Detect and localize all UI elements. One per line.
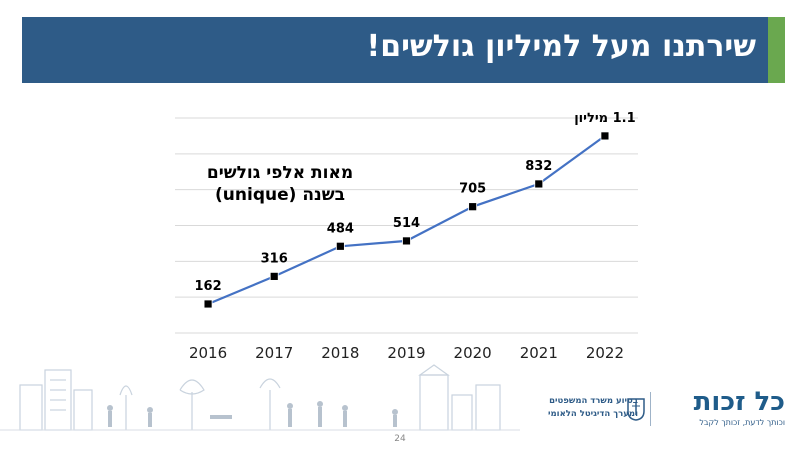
data-point (402, 236, 411, 246)
annotation-line-1: מאות אלפי גולשים (206, 163, 354, 183)
kol-zchut-logo: כל זכות וכותך לדעת, זכותך לקבל (655, 388, 785, 427)
x-tick-label: 2020 (454, 344, 492, 362)
page-number: 24 (394, 434, 406, 444)
x-tick-label: 2019 (387, 344, 425, 362)
data-label: 316 (261, 251, 288, 266)
data-point (468, 202, 478, 212)
x-tick-label: 2016 (189, 344, 227, 362)
x-tick-label: 2022 (586, 344, 624, 362)
logo-text: כל זכות (693, 387, 785, 417)
title-bar (22, 17, 768, 83)
chart-annotation: מאות אלפי גולשים בשנה (unique) (185, 162, 375, 206)
state-emblem-icon (627, 398, 645, 421)
slide-title: שירתנו מעל למיליון גולשים! (366, 29, 756, 64)
city-illustration (0, 364, 520, 431)
title-accent (768, 17, 785, 83)
data-point (534, 179, 544, 189)
logo-tagline: וכותך לדעת, זכותך לקבל (699, 418, 785, 427)
support-line-1: בסיוע משרד המשפטים (549, 396, 638, 406)
data-label: 1.1 מיליון (574, 111, 635, 126)
data-label: 484 (327, 221, 354, 236)
support-text: בסיוע משרד המשפטים ומערך הדיגיטל הלאומי (520, 395, 638, 421)
data-point (335, 241, 345, 251)
data-label: 705 (459, 182, 486, 197)
data-label: 162 (195, 279, 222, 294)
data-point (269, 271, 279, 281)
footer-divider (650, 392, 651, 426)
support-line-2: ומערך הדיגיטל הלאומי (548, 409, 638, 419)
data-point (600, 131, 610, 141)
data-label: 832 (525, 159, 552, 174)
data-point (203, 299, 213, 309)
annotation-line-2: בשנה (unique) (215, 185, 345, 205)
x-tick-label: 2018 (321, 344, 359, 362)
x-tick-label: 2017 (255, 344, 293, 362)
x-tick-label: 2021 (520, 344, 558, 362)
data-label: 514 (393, 216, 420, 231)
